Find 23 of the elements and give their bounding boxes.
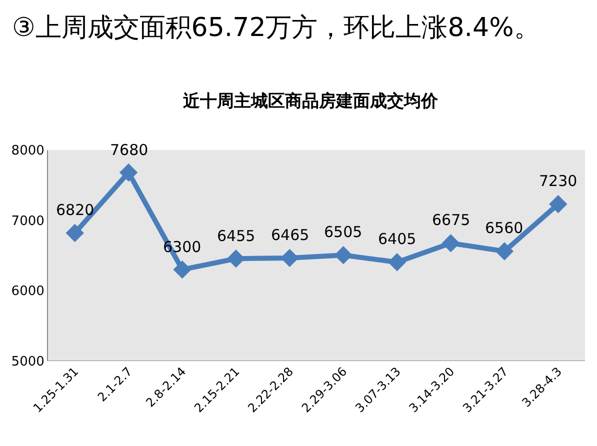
point bbox=[495, 242, 514, 260]
point bbox=[66, 224, 84, 242]
data-label: 6455 bbox=[217, 227, 256, 245]
data-label: 7230 bbox=[539, 172, 578, 190]
data-label: 6560 bbox=[485, 219, 524, 237]
point bbox=[442, 234, 460, 252]
y-tick-label: 5000 bbox=[11, 354, 44, 370]
point bbox=[173, 260, 192, 279]
data-label: 6820 bbox=[56, 201, 94, 219]
data-label: 6465 bbox=[271, 226, 310, 244]
y-tick-label: 7000 bbox=[11, 214, 44, 229]
point bbox=[280, 248, 299, 268]
data-label: 7680 bbox=[110, 141, 148, 159]
data-label: 6405 bbox=[378, 230, 416, 248]
data-label: 6505 bbox=[324, 223, 362, 241]
chart-title: 近十周主城区商品房建面成交均价 bbox=[182, 91, 439, 112]
text: ③上周成交面积65.72万方，环比上涨8.4%。 bbox=[12, 13, 540, 43]
point bbox=[119, 163, 138, 182]
data-label: 6675 bbox=[432, 211, 470, 229]
y-tick-label: 8000 bbox=[11, 144, 44, 159]
point bbox=[388, 253, 406, 272]
point bbox=[549, 195, 568, 214]
y-tick-label: 6000 bbox=[11, 284, 44, 300]
